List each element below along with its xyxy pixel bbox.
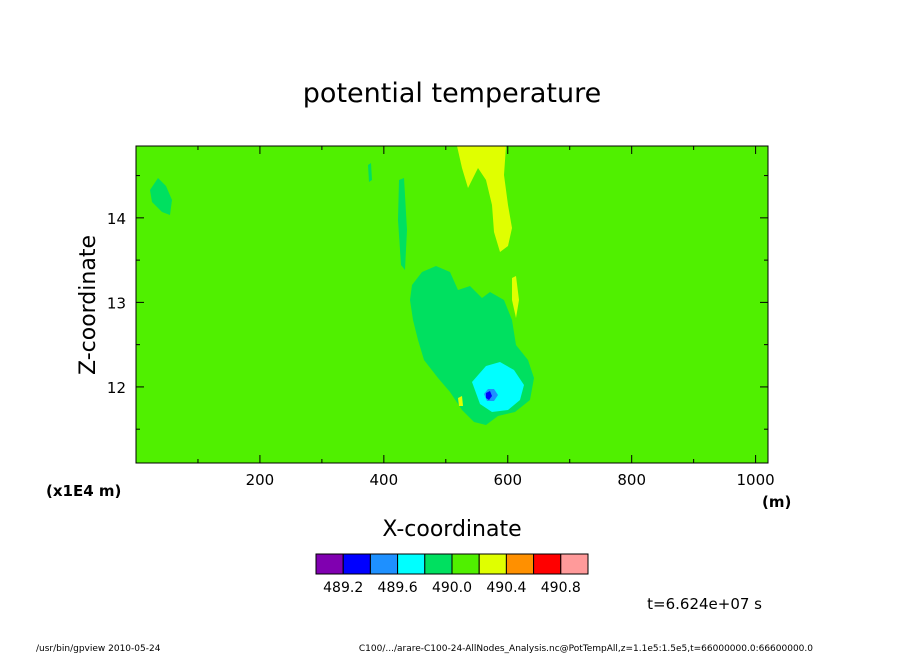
y-tick-label: 14 bbox=[107, 210, 126, 228]
contour-region-blue bbox=[486, 391, 492, 400]
colorbar-swatch bbox=[424, 553, 453, 575]
x-tick-label: 800 bbox=[617, 471, 646, 489]
colorbar-swatch bbox=[315, 553, 344, 575]
colorbar-swatch bbox=[505, 553, 535, 575]
x-tick-label: 400 bbox=[370, 471, 399, 489]
colorbar-swatch bbox=[369, 553, 399, 575]
colorbar: 489.2 489.6 490.0 490.4 490.8 bbox=[315, 553, 589, 596]
colorbar-label: 490.0 bbox=[432, 580, 472, 596]
colorbar-swatch bbox=[451, 553, 480, 575]
footer-left: /usr/bin/gpview 2010-05-24 bbox=[36, 644, 161, 654]
colorbar-label: 490.8 bbox=[541, 580, 581, 596]
colorbar-swatch bbox=[478, 553, 507, 575]
contour-region-cyan bbox=[472, 362, 524, 412]
plot-frame bbox=[135, 145, 769, 464]
contour-region-cyan-green-left bbox=[150, 178, 172, 215]
contour-region-cyan-green-streak-1 bbox=[398, 178, 407, 270]
x-axis: 200 400 600 800 1000 bbox=[197, 146, 775, 489]
x-axis-unit: (m) bbox=[762, 493, 791, 511]
x-tick-label: 200 bbox=[246, 471, 275, 489]
x-tick-label: 600 bbox=[493, 471, 522, 489]
colorbar-swatch bbox=[342, 553, 371, 575]
contour-regions bbox=[150, 146, 534, 425]
colorbar-label: 489.6 bbox=[378, 580, 418, 596]
time-label: t=6.624e+07 s bbox=[647, 595, 762, 613]
colorbar-label: 490.4 bbox=[486, 580, 526, 596]
contour-region-cyan-green-streak-2 bbox=[368, 163, 372, 182]
y-axis-unit: (x1E4 m) bbox=[46, 482, 121, 500]
y-tick-label: 13 bbox=[107, 294, 126, 312]
y-axis-label: Z-coordinate bbox=[76, 235, 101, 375]
colorbar-swatch bbox=[533, 553, 562, 575]
x-tick-label: 1000 bbox=[737, 471, 775, 489]
contour-region-yellow-spot bbox=[458, 396, 463, 406]
colorbar-label: 489.2 bbox=[323, 580, 363, 596]
chart-title: potential temperature bbox=[303, 78, 601, 109]
colorbar-swatch bbox=[560, 553, 589, 575]
footer-right: C100/.../arare-C100-24-AllNodes_Analysis… bbox=[359, 644, 813, 654]
x-axis-label: X-coordinate bbox=[382, 517, 521, 542]
y-tick-label: 12 bbox=[107, 379, 126, 397]
contour-region-yellow-streak bbox=[512, 276, 519, 318]
contour-region-yellow-top bbox=[457, 146, 512, 252]
y-axis: 12 13 14 bbox=[107, 175, 768, 430]
colorbar-swatch bbox=[397, 553, 426, 575]
